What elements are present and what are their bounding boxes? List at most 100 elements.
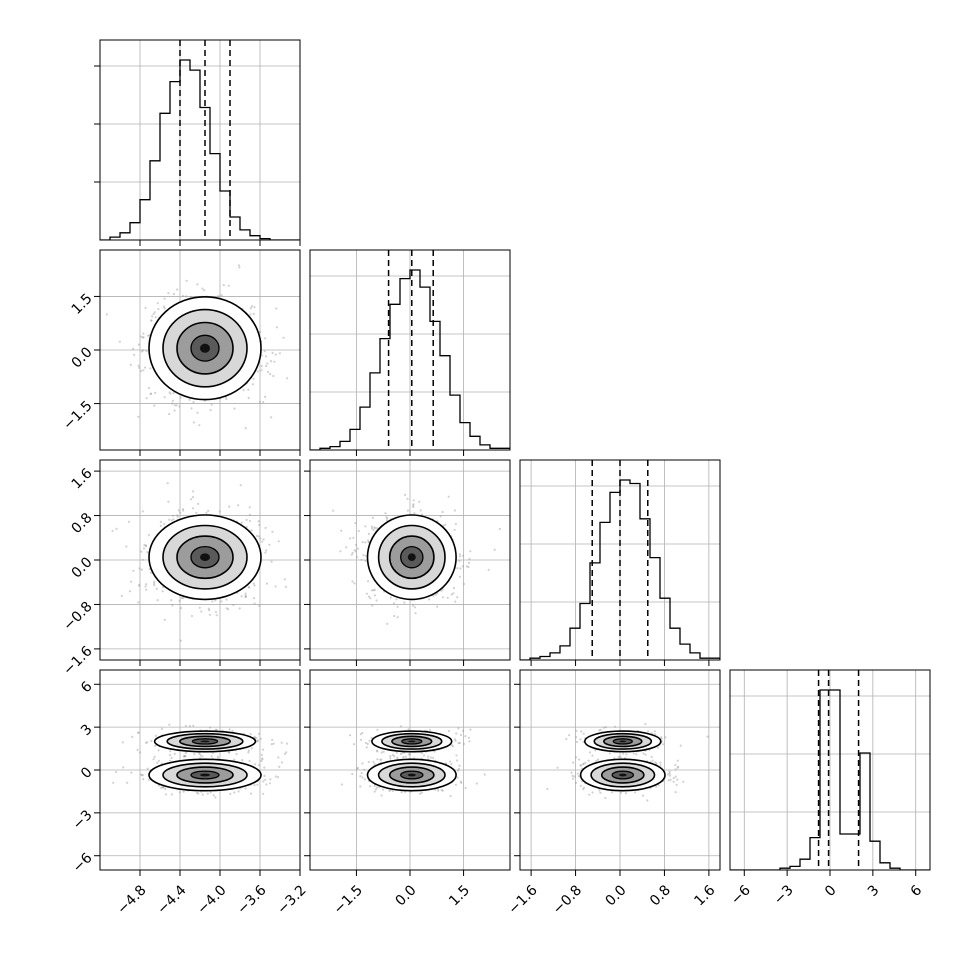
y-tick-label: 0.8	[69, 510, 96, 537]
scatter-point	[672, 777, 675, 780]
scatter-point	[210, 755, 213, 758]
scatter-point	[373, 784, 376, 788]
scatter-point	[227, 608, 230, 611]
scatter-point	[163, 307, 166, 310]
scatter-point	[582, 762, 585, 765]
scatter-point	[137, 731, 140, 734]
scatter-point	[192, 724, 195, 728]
scatter-point	[198, 606, 201, 609]
scatter-point	[248, 513, 251, 517]
scatter-point	[153, 311, 156, 314]
scatter-point	[142, 369, 145, 372]
scatter-point	[269, 373, 272, 376]
scatter-point	[280, 741, 283, 744]
scatter-point	[144, 366, 147, 369]
scatter-point	[635, 753, 638, 756]
scatter-point	[653, 733, 657, 736]
scatter-point	[429, 756, 432, 759]
scatter-point	[164, 793, 168, 796]
scatter-point	[145, 397, 148, 400]
scatter-point	[153, 580, 156, 583]
scatter-point	[650, 755, 653, 759]
scatter-point	[258, 330, 262, 334]
scatter-point	[655, 785, 658, 788]
scatter-point	[276, 776, 280, 779]
scatter-point	[247, 396, 250, 400]
scatter-point	[461, 565, 464, 568]
scatter-point	[655, 762, 658, 765]
scatter-point	[379, 758, 382, 761]
scatter-point	[388, 789, 391, 793]
density-contour	[619, 740, 627, 743]
scatter-point	[190, 614, 193, 618]
scatter-point	[359, 775, 362, 778]
scatter-point	[147, 334, 150, 337]
scatter-point	[469, 728, 472, 731]
scatter-point	[229, 792, 232, 796]
scatter-point	[244, 595, 247, 598]
scatter-point	[256, 783, 259, 786]
scatter-point	[160, 727, 163, 731]
scatter-point	[391, 789, 394, 793]
scatter-point	[169, 759, 172, 762]
scatter-point	[147, 386, 151, 390]
scatter-point	[193, 753, 196, 756]
scatter-point	[457, 742, 460, 745]
scatter-point	[171, 604, 174, 607]
scatter-point	[177, 509, 180, 512]
scatter-point	[247, 388, 250, 391]
scatter-point	[244, 592, 247, 595]
scatter-point	[118, 340, 121, 343]
scatter-point	[154, 734, 157, 738]
scatter-point	[428, 598, 431, 601]
scatter-point	[130, 771, 133, 774]
scatter-point	[252, 312, 255, 316]
scatter-point	[185, 279, 188, 282]
scatter-point	[253, 597, 256, 600]
scatter-point	[340, 783, 344, 786]
scatter-point	[195, 511, 198, 514]
scatter-point	[367, 580, 370, 583]
axes-frame	[519, 459, 721, 661]
scatter-point	[163, 396, 166, 399]
scatter-point	[356, 547, 360, 550]
scatter-point	[437, 789, 440, 792]
scatter-point	[270, 360, 273, 363]
scatter-point	[111, 529, 114, 533]
y-tick-label: 1.5	[69, 291, 96, 318]
scatter-point	[641, 794, 645, 797]
scatter-point	[240, 521, 243, 524]
scatter-point	[412, 499, 415, 502]
scatter-point	[556, 766, 559, 769]
scatter-point	[168, 518, 171, 521]
scatter-point	[355, 556, 358, 559]
scatter-point	[493, 548, 496, 551]
scatter-point	[467, 561, 471, 565]
scatter-point	[420, 791, 423, 794]
y-tick-label: −0.8	[60, 599, 95, 634]
scatter-point	[167, 292, 170, 295]
density-contour	[200, 343, 210, 353]
scatter-point	[150, 739, 153, 743]
scatter-point	[418, 792, 422, 795]
scatter-point	[255, 736, 258, 739]
scatter-point	[169, 750, 172, 753]
scatter-point	[458, 555, 462, 558]
scatter-point	[172, 392, 175, 395]
scatter-point	[140, 350, 143, 353]
scatter-point	[364, 559, 367, 563]
scatter-point	[361, 731, 364, 735]
scatter-point	[253, 602, 256, 605]
scatter-point	[275, 326, 278, 329]
histogram-panel-0	[94, 39, 301, 246]
scatter-point	[105, 313, 108, 316]
scatter-point	[181, 294, 185, 298]
scatter-point	[669, 778, 672, 781]
scatter-point	[163, 618, 166, 621]
scatter-point	[145, 583, 148, 586]
scatter-point	[248, 586, 251, 589]
scatter-point	[163, 522, 166, 526]
scatter-point	[159, 520, 162, 524]
scatter-point	[140, 369, 143, 373]
scatter-point	[141, 774, 144, 777]
